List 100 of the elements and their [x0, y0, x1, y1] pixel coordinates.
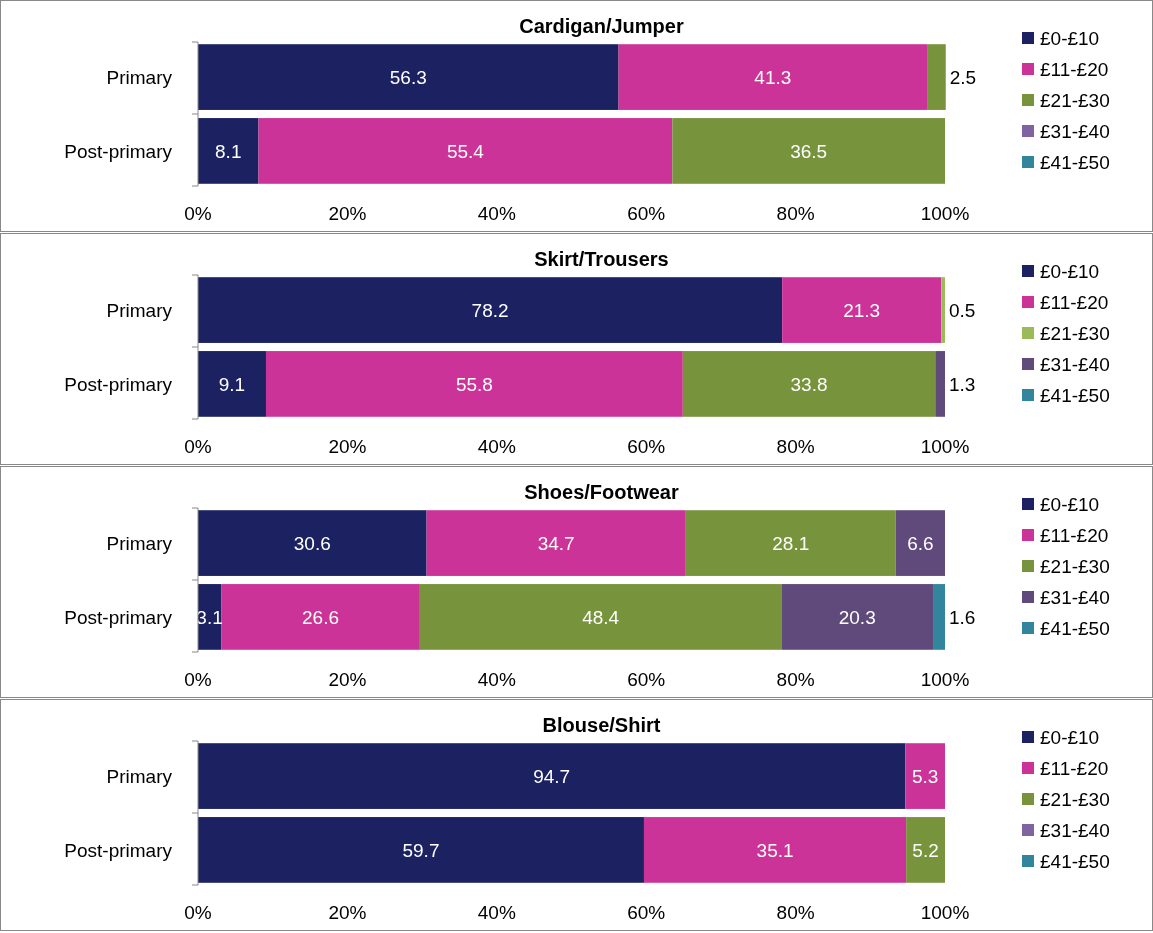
bar [905, 743, 945, 809]
legend-label: £11-£20 [1040, 524, 1109, 546]
legend-label: £0-£10 [1040, 260, 1100, 282]
x-tick-label: 80% [776, 436, 815, 457]
data-label: 5.3 [911, 765, 939, 787]
data-label: 5.2 [912, 839, 939, 861]
data-label: 35.1 [756, 839, 794, 861]
data-label: 94.7 [533, 765, 571, 787]
bar [618, 44, 928, 110]
data-label: 48.4 [582, 606, 620, 628]
x-tick-label: 80% [776, 669, 815, 690]
x-tick-label: 40% [477, 203, 516, 224]
x-tick-label: 0% [184, 669, 212, 690]
legend-label: £21-£30 [1040, 89, 1110, 111]
bar [198, 510, 427, 576]
data-label: 55.8 [455, 373, 493, 395]
y-tick-label: Primary [106, 532, 173, 554]
y-tick-label: Post-primary [64, 373, 173, 395]
y-tick-label: Primary [106, 765, 173, 787]
data-label: 30.6 [293, 532, 331, 554]
y-tick-label: Post-primary [64, 140, 173, 162]
x-tick-label: 0% [184, 203, 212, 224]
data-label: 36.5 [790, 140, 828, 162]
x-tick-label: 0% [184, 436, 212, 457]
chart-title: Skirt/Trousers [534, 248, 669, 270]
x-tick-label: 40% [477, 436, 516, 457]
x-tick-label: 100% [920, 436, 970, 457]
legend-label: £11-£20 [1040, 291, 1109, 313]
legend-label: £21-£30 [1040, 555, 1110, 577]
data-label: 33.8 [790, 373, 828, 395]
chart-title: Blouse/Shirt [542, 714, 661, 736]
x-tick-label: 20% [328, 436, 367, 457]
y-tick-label: Post-primary [64, 839, 173, 861]
bar [933, 584, 945, 650]
chart-title: Shoes/Footwear [524, 481, 679, 503]
data-label: 26.6 [302, 606, 339, 628]
data-label: 2.5 [949, 66, 977, 88]
x-tick-label: 80% [776, 902, 815, 923]
x-tick-label: 60% [627, 669, 666, 690]
x-tick-label: 40% [477, 669, 516, 690]
data-label: 56.3 [389, 66, 427, 88]
bar [895, 510, 945, 576]
bar [643, 817, 907, 883]
legend-label: £31-£40 [1040, 586, 1110, 608]
data-label: 0.5 [949, 299, 976, 321]
legend-label: £31-£40 [1040, 353, 1110, 375]
legend-label: £41-£50 [1040, 151, 1110, 173]
bar [935, 351, 945, 417]
data-label: 1.6 [949, 606, 976, 628]
bar [927, 44, 946, 110]
data-label: 6.6 [907, 532, 934, 554]
data-label: 59.7 [402, 839, 440, 861]
data-label: 8.1 [215, 140, 242, 162]
legend-label: £0-£10 [1040, 493, 1100, 515]
x-tick-label: 60% [627, 203, 666, 224]
bar [258, 118, 673, 184]
legend-label: £41-£50 [1040, 384, 1110, 406]
legend-label: £21-£30 [1040, 788, 1110, 810]
bar [782, 277, 942, 343]
chart-title: Cardigan/Jumper [519, 15, 684, 37]
y-tick-label: Primary [106, 66, 173, 88]
legend-label: £0-£10 [1040, 726, 1100, 748]
x-tick-label: 100% [920, 203, 970, 224]
legend-label: £11-£20 [1040, 58, 1109, 80]
y-tick-label: Post-primary [64, 606, 173, 628]
legend-label: £41-£50 [1040, 850, 1110, 872]
x-tick-label: 20% [328, 203, 367, 224]
legend-label: £0-£10 [1040, 27, 1100, 49]
x-tick-label: 80% [776, 203, 815, 224]
bar [426, 510, 686, 576]
x-tick-label: 60% [627, 902, 666, 923]
bar [682, 351, 936, 417]
data-label: 78.2 [471, 299, 509, 321]
bar [198, 817, 644, 883]
y-tick-label: Primary [106, 299, 173, 321]
x-tick-label: 20% [328, 669, 367, 690]
x-tick-label: 0% [184, 902, 212, 923]
legend-label: £31-£40 [1040, 819, 1110, 841]
legend-label: £11-£20 [1040, 757, 1109, 779]
data-label: 55.4 [446, 140, 485, 162]
legend-label: £31-£40 [1040, 120, 1110, 142]
x-tick-label: 60% [627, 436, 666, 457]
bar [198, 743, 906, 809]
data-label: 41.3 [754, 66, 792, 88]
data-label: 1.3 [949, 373, 976, 395]
bar [781, 584, 934, 650]
bar [198, 118, 259, 184]
bar [906, 817, 945, 883]
bar [221, 584, 420, 650]
x-tick-label: 100% [920, 669, 970, 690]
bar [198, 44, 619, 110]
x-tick-label: 20% [328, 902, 367, 923]
x-tick-label: 100% [920, 902, 970, 923]
bar [198, 351, 266, 417]
bar [265, 351, 683, 417]
x-tick-label: 40% [477, 902, 516, 923]
bar [685, 510, 896, 576]
bar [419, 584, 782, 650]
legend-label: £21-£30 [1040, 322, 1110, 344]
data-label: 28.1 [772, 532, 810, 554]
